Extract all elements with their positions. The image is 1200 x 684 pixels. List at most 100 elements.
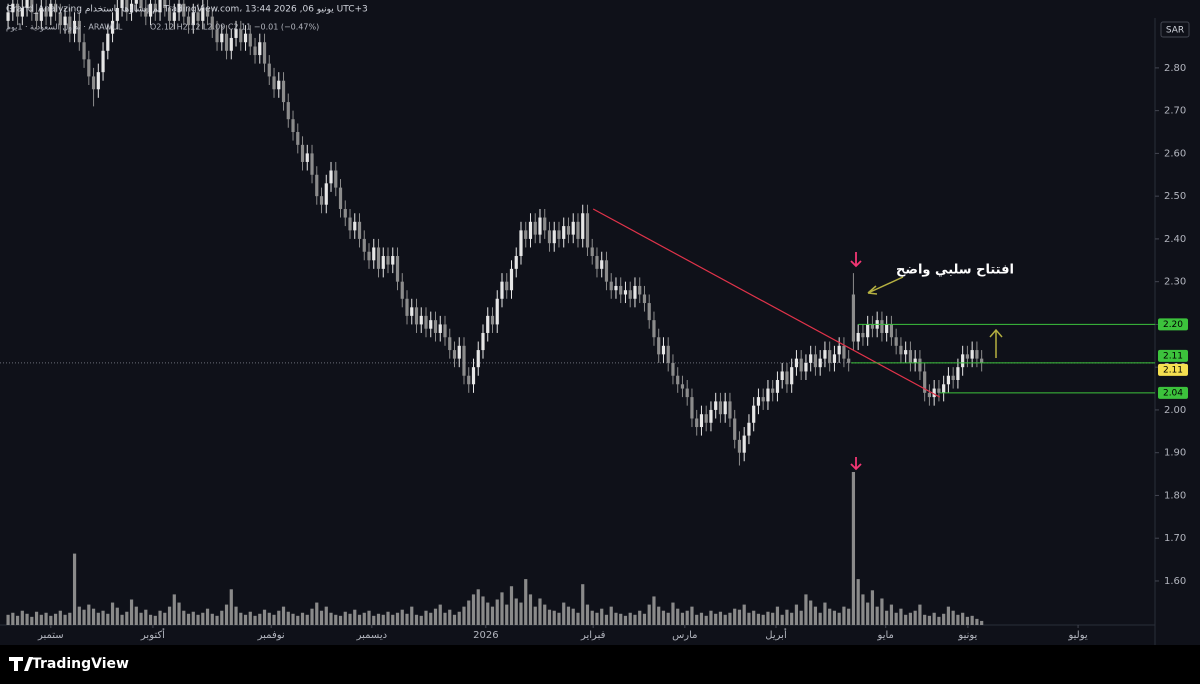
- volume-bar: [889, 604, 894, 625]
- volume-bar: [258, 613, 262, 625]
- candle-body: [970, 350, 974, 359]
- candle-body: [652, 320, 656, 338]
- candle-body: [348, 217, 352, 231]
- candle-body: [709, 409, 713, 423]
- volume-bar: [566, 606, 571, 625]
- candle-body: [424, 315, 428, 329]
- volume-bar: [861, 594, 865, 625]
- candle-body: [395, 256, 400, 282]
- volume-bar: [975, 618, 979, 625]
- volume-bar: [752, 610, 756, 625]
- x-tick-label: مارس: [672, 630, 697, 641]
- volume-bar: [585, 604, 590, 625]
- volume-bar: [923, 614, 927, 625]
- candle-body: [699, 414, 704, 428]
- volume-bar: [134, 606, 138, 625]
- volume-bar: [961, 612, 965, 625]
- candle-body: [566, 226, 571, 235]
- candle-body: [794, 358, 799, 368]
- volume-bar: [828, 608, 832, 625]
- trendline: [592, 208, 941, 398]
- volume-bar: [243, 614, 248, 625]
- candle-body: [462, 345, 466, 376]
- candle-body: [733, 418, 737, 440]
- volume-bar: [376, 613, 381, 625]
- candle-body: [690, 397, 694, 419]
- volume-bar: [58, 610, 62, 625]
- footer-bar: [0, 645, 1200, 684]
- volume-bar: [647, 604, 651, 625]
- y-tick-label: 2.00: [1164, 405, 1186, 416]
- candle-body: [490, 315, 495, 325]
- candle-body: [832, 354, 837, 363]
- volume-bar: [899, 608, 903, 625]
- volume-bar: [201, 612, 205, 625]
- volume-bar: [391, 614, 395, 625]
- candle-body: [120, 0, 124, 9]
- volume-bar: [942, 613, 946, 625]
- candle-body: [82, 42, 86, 60]
- volume-bar: [296, 615, 300, 625]
- candle-body: [747, 422, 751, 436]
- volume-bar: [462, 606, 466, 625]
- volume-bar: [642, 613, 647, 625]
- volume-bar: [424, 610, 428, 625]
- candle-body: [158, 0, 162, 13]
- candle-body: [685, 388, 689, 398]
- volume-bar: [372, 615, 376, 625]
- volume-bar: [120, 614, 124, 625]
- brand: TradingView: [32, 656, 129, 672]
- candle-body: [277, 80, 281, 90]
- candle-body: [253, 46, 257, 56]
- candle-body: [889, 324, 894, 338]
- volume-bar: [343, 611, 347, 625]
- candle-body: [908, 350, 913, 363]
- candle-body: [771, 388, 775, 393]
- volume-bar: [11, 612, 15, 625]
- candle-body: [904, 350, 908, 355]
- candle-body: [737, 439, 742, 453]
- candle-body: [752, 405, 756, 423]
- level-label: 2.20: [1163, 320, 1183, 330]
- y-tick-label: 2.70: [1164, 106, 1186, 117]
- volume-bar: [714, 613, 718, 625]
- volume-bar: [158, 610, 162, 625]
- volume-bar: [400, 609, 404, 625]
- volume-bar: [167, 606, 172, 625]
- volume-bar: [809, 600, 813, 625]
- candle-body: [723, 401, 727, 415]
- candle-body: [961, 354, 965, 368]
- candle-body: [39, 8, 43, 21]
- volume-bar: [904, 614, 908, 625]
- candle-body: [248, 33, 252, 47]
- volume-bar: [277, 610, 281, 625]
- volume-bar: [804, 594, 808, 625]
- volume-bar: [799, 610, 803, 625]
- candle-body: [386, 256, 390, 265]
- volume-bar: [139, 612, 143, 625]
- volume-bar: [414, 614, 419, 625]
- candle-body: [899, 345, 903, 355]
- candle-body: [604, 260, 609, 282]
- candle-body: [91, 76, 96, 90]
- candle-body: [813, 354, 818, 368]
- volume-bar: [457, 611, 461, 625]
- volume-bar: [676, 608, 680, 625]
- volume-bar: [324, 606, 328, 625]
- candle-body: [585, 213, 590, 248]
- candle-body: [870, 324, 875, 329]
- volume-bar: [77, 606, 81, 625]
- candle-body: [96, 72, 100, 90]
- volume-bar: [362, 612, 366, 625]
- candle-body: [856, 332, 860, 342]
- candle-body: [215, 29, 219, 43]
- candle-body: [766, 388, 770, 402]
- candle-body: [666, 345, 670, 363]
- candle-body: [305, 153, 309, 162]
- candle-body: [58, 12, 62, 26]
- candle-body: [633, 285, 637, 299]
- volume-bar: [690, 606, 694, 625]
- candle-body: [628, 290, 632, 299]
- candle-body: [433, 320, 438, 333]
- candle-body: [728, 401, 732, 419]
